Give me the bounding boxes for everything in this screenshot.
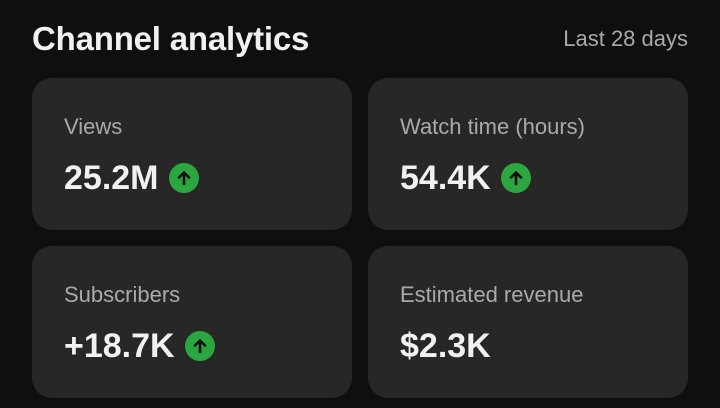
metric-label: Watch time (hours) bbox=[400, 114, 586, 139]
trend-up-icon bbox=[184, 331, 215, 361]
trend-up-icon bbox=[168, 163, 199, 193]
metric-card-views[interactable]: Views 25.2M bbox=[32, 78, 352, 230]
page-title: Channel analytics bbox=[32, 20, 310, 57]
metric-value-row: +18.7K bbox=[64, 326, 352, 366]
metric-card-subscribers[interactable]: Subscribers +18.7K bbox=[32, 246, 352, 398]
metric-value-row: $2.3K bbox=[400, 326, 688, 366]
metric-value-row: 54.4K bbox=[400, 158, 688, 198]
metric-value: 25.2M bbox=[64, 159, 159, 197]
trend-up-icon bbox=[500, 163, 531, 193]
metric-label: Estimated revenue bbox=[400, 282, 584, 307]
date-range-label[interactable]: Last 28 days bbox=[563, 26, 688, 51]
metric-value: +18.7K bbox=[64, 327, 175, 365]
analytics-header: Channel analytics Last 28 days bbox=[32, 14, 688, 64]
metric-label: Subscribers bbox=[64, 282, 181, 307]
metric-card-watch-time[interactable]: Watch time (hours) 54.4K bbox=[368, 78, 688, 230]
metric-value-row: 25.2M bbox=[64, 158, 352, 198]
metric-value: $2.3K bbox=[400, 327, 491, 365]
metric-card-revenue[interactable]: Estimated revenue $2.3K bbox=[368, 246, 688, 398]
metrics-grid: Views 25.2M Watch time (hours) 54.4K Sub… bbox=[32, 78, 688, 398]
metric-label: Views bbox=[64, 114, 123, 139]
metric-value: 54.4K bbox=[400, 159, 491, 197]
